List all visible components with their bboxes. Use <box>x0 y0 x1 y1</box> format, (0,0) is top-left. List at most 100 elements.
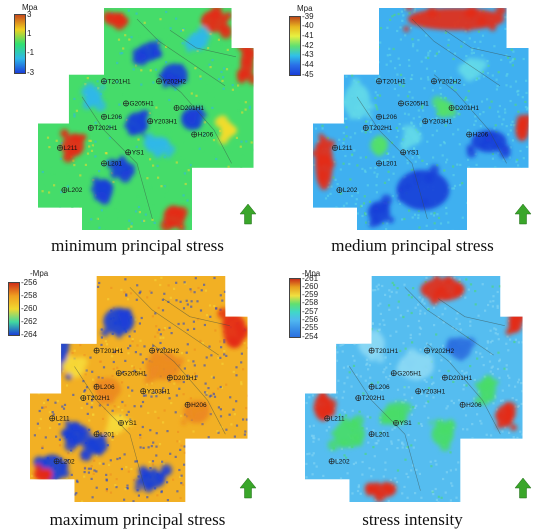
colorbar-tick-label: -39 <box>302 11 314 21</box>
well-marker: T202H1 <box>80 395 111 402</box>
well-label: T201H1 <box>108 78 132 85</box>
well-marker: T201H1 <box>93 347 124 355</box>
well-label: L201 <box>108 161 123 168</box>
well-marker: L206 <box>376 113 398 121</box>
colorbar-tick-label: -3 <box>27 67 35 77</box>
well-marker: YS1 <box>118 419 138 427</box>
stress-field <box>38 8 254 230</box>
well-label: YS1 <box>407 150 420 157</box>
stress-map-intensity: T201H1 Y202H2 G205H1 D201H1 L206 Y203H1 T202H1… <box>305 276 532 502</box>
colorbar-tick-label: -42 <box>302 40 314 50</box>
well-marker: YS1 <box>400 149 420 157</box>
well-label: YS1 <box>125 420 138 427</box>
well-marker: Y203H1 <box>140 388 171 395</box>
well-label: H206 <box>473 132 489 139</box>
well-marker: T202H1 <box>355 395 385 402</box>
well-label: L201 <box>375 431 390 438</box>
colorbar-tick-label: -264 <box>21 329 38 339</box>
well-label: G205H1 <box>405 101 430 108</box>
well-label: L201 <box>383 161 398 168</box>
well-marker: T201H1 <box>101 78 131 85</box>
stress-field <box>313 8 529 230</box>
well-label: G205H1 <box>397 370 422 377</box>
well-marker: L206 <box>101 113 123 121</box>
colorbar-maximum <box>8 282 20 336</box>
well-marker: Y203H1 <box>415 388 446 395</box>
well-marker: G205H1 <box>123 100 155 108</box>
well-label: T201H1 <box>375 348 399 355</box>
panel-caption-intensity: stress intensity <box>362 510 463 529</box>
well-marker: D201H1 <box>173 104 204 112</box>
panel-caption-minimum: minimum principal stress <box>51 236 224 255</box>
well-label: L211 <box>64 145 78 152</box>
well-marker: L211 <box>332 144 353 152</box>
well-marker: T202H1 <box>362 124 393 132</box>
fault-lines <box>349 287 505 491</box>
well-label: D201H1 <box>180 105 204 112</box>
well-label: L201 <box>100 431 115 438</box>
colorbar-minimum <box>14 14 26 74</box>
well-marker: L202 <box>53 458 75 466</box>
well-marker: D201H1 <box>448 104 479 112</box>
well-marker: L202 <box>336 187 358 194</box>
well-marker: H206 <box>184 401 207 409</box>
stress-map-medium: T201H1 Y202H2 G205H1 D201H1 L206 Y203H1 T202H1… <box>313 8 532 230</box>
colorbar-tick-label: -254 <box>302 331 319 341</box>
well-label: L206 <box>375 384 390 391</box>
well-label: T202H1 <box>87 395 111 402</box>
well-marker: D201H1 <box>166 374 198 382</box>
fault-lines <box>81 18 237 219</box>
fault-lines <box>356 18 512 219</box>
well-label: L202 <box>335 459 350 466</box>
well-marker: H206 <box>191 131 214 139</box>
well-marker: G205H1 <box>398 100 430 108</box>
colorbar-tick-label: -43 <box>302 50 314 60</box>
north-arrow-icon <box>239 477 257 499</box>
colorbar-unit-medium: Mpa <box>297 4 313 13</box>
well-markers: T201H1 Y202H2 G205H1 D201H1 L206 Y203H1 T202H1… <box>49 347 207 466</box>
colorbar-tick-label: -258 <box>21 290 38 300</box>
well-marker: D201H1 <box>441 374 473 382</box>
colorbar-tick-label: -261 <box>302 273 319 283</box>
field-anomalies <box>313 276 523 502</box>
well-label: D201H1 <box>455 105 479 112</box>
well-markers: T201H1 Y202H2 G205H1 D201H1 L206 Y203H1 T202H1… <box>57 78 214 194</box>
well-marker: L206 <box>93 383 115 391</box>
well-marker: L211 <box>49 415 70 423</box>
well-label: L202 <box>343 187 358 194</box>
panel-caption-maximum: maximum principal stress <box>49 510 226 529</box>
well-marker: H206 <box>459 401 482 409</box>
well-label: Y203H1 <box>147 388 171 395</box>
colorbar-tick-label: -262 <box>21 316 38 326</box>
north-arrow-icon <box>239 203 257 225</box>
well-markers: T201H1 Y202H2 G205H1 D201H1 L206 Y203H1 T202H1… <box>332 78 489 194</box>
well-marker: G205H1 <box>390 370 422 377</box>
colorbar-medium <box>289 16 301 76</box>
well-marker: Y202H2 <box>156 78 186 85</box>
well-label: Y202H2 <box>438 78 462 85</box>
well-marker: T201H1 <box>368 347 399 355</box>
well-label: D201H1 <box>173 375 197 382</box>
well-label: G205H1 <box>130 101 155 108</box>
well-label: L202 <box>60 459 75 466</box>
well-marker: YS1 <box>393 419 412 427</box>
well-marker: L202 <box>328 458 350 466</box>
well-marker: Y203H1 <box>147 118 178 125</box>
well-label: L211 <box>331 416 345 423</box>
colorbar-tick-label: -44 <box>302 59 314 69</box>
well-label: G205H1 <box>122 370 147 377</box>
well-label: L206 <box>108 114 123 121</box>
colorbar-tick-label: -256 <box>21 277 38 287</box>
well-marker: Y203H1 <box>422 118 453 125</box>
map-panel-minimum-principal-stress: T201H1 Y202H2 G205H1 D201H1 L206 Y203H1 T202H1… <box>0 0 275 266</box>
well-label: L206 <box>383 114 398 121</box>
well-marker: L201 <box>93 431 115 438</box>
well-label: D201H1 <box>448 375 472 382</box>
well-marker: YS1 <box>125 149 144 157</box>
well-label: Y202H2 <box>163 78 187 85</box>
well-label: H206 <box>198 132 214 139</box>
well-label: Y202H2 <box>431 348 455 355</box>
well-label: L206 <box>100 384 115 391</box>
colorbar-tick-label: -255 <box>302 323 319 333</box>
well-label: H206 <box>466 402 482 409</box>
